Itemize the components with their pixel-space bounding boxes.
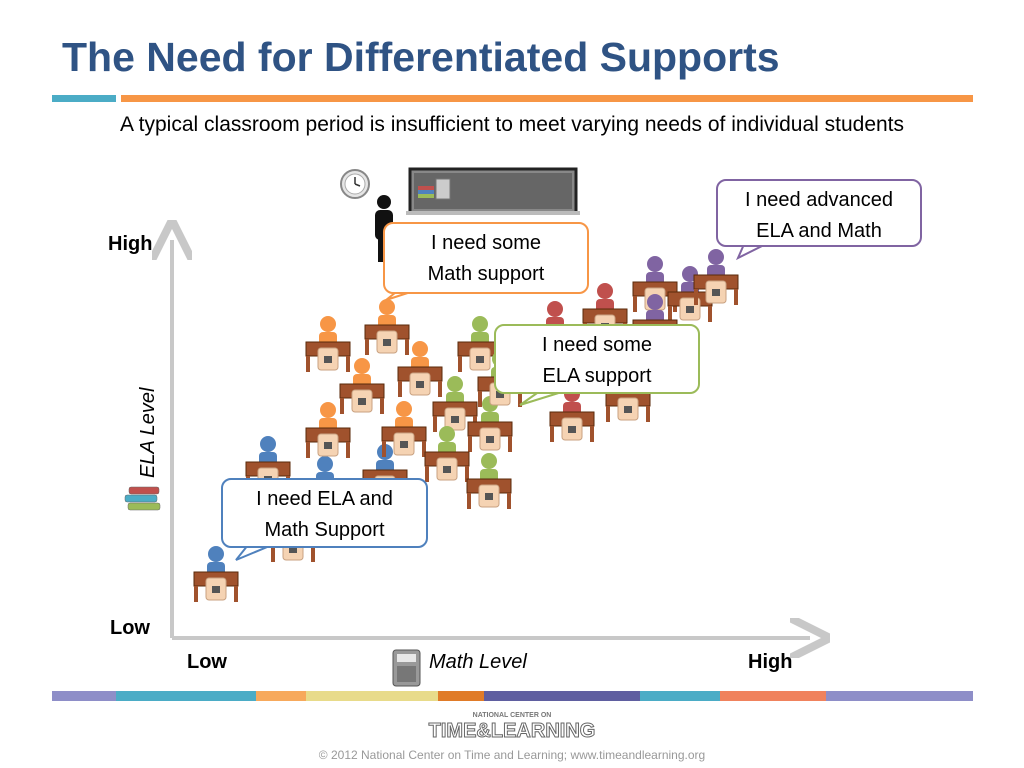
student-desk [305, 402, 351, 458]
bubble-both-line1: I need ELA and [256, 488, 393, 510]
student-desk [466, 453, 512, 509]
bottom-bar-segment [720, 691, 826, 701]
student-desk [305, 316, 351, 372]
student-desk [667, 266, 713, 322]
bubble-advanced-line2: ELA and Math [756, 220, 882, 242]
student-desk [605, 366, 651, 422]
y-axis-title: ELA Level [137, 387, 159, 478]
bubble-ela-support: I need some ELA support [494, 324, 700, 394]
student-desk [364, 299, 410, 355]
bottom-color-bar [52, 691, 973, 701]
bottom-bar-segment [52, 691, 116, 701]
x-axis-title: Math Level [429, 651, 527, 673]
student-desk [193, 546, 239, 602]
student-desk [381, 401, 427, 457]
svg-text:TIME&LEARNING: TIME&LEARNING [429, 720, 596, 742]
bubble-math-support: I need some Math support [383, 222, 589, 294]
classroom-diagram: High Low ELA Level Low High Math Level [108, 167, 1024, 687]
ncl-logo: NATIONAL CENTER ON TIME&LEARNING [428, 712, 596, 743]
y-axis-low-label: Low [110, 617, 150, 639]
books-icon [124, 486, 161, 511]
bubble-both-support: I need ELA and Math Support [221, 478, 428, 548]
title-rule [121, 95, 973, 102]
svg-text:NATIONAL CENTER ON: NATIONAL CENTER ON [473, 712, 552, 719]
bottom-bar-segment [438, 691, 484, 701]
student-desk [693, 249, 739, 305]
student-desk [339, 358, 385, 414]
bubble-ela-line1: I need some [541, 334, 653, 356]
bottom-bar-segment [306, 691, 438, 701]
bottom-bar-segment [116, 691, 256, 701]
bubble-math-line1: I need some [430, 232, 542, 254]
copyright: © 2012 National Center on Time and Learn… [318, 748, 706, 762]
clock-icon [340, 169, 370, 199]
bubble-advanced: I need advanced ELA and Math [716, 179, 922, 247]
x-axis-high-label: High [748, 651, 792, 673]
x-axis-low-label: Low [187, 651, 227, 673]
bubble-math-line2: Math support [427, 263, 545, 285]
bottom-bar-segment [826, 691, 973, 701]
bubble-advanced-line1: I need advanced [745, 189, 893, 211]
page-title: The Need for Differentiated Supports [62, 34, 780, 80]
bottom-bar-segment [640, 691, 720, 701]
subtitle: A typical classroom period is insufficie… [119, 113, 905, 136]
chalkboard-icon [406, 167, 580, 215]
title-rule-accent [52, 95, 116, 102]
bubble-both-line2: Math Support [264, 519, 385, 541]
calculator-icon [392, 649, 421, 687]
bottom-bar-segment [256, 691, 306, 701]
students-group [193, 249, 739, 602]
bubble-ela-line2: ELA support [542, 365, 652, 387]
bottom-bar-segment [484, 691, 640, 701]
y-axis-high-label: High [108, 233, 152, 255]
student-desk [424, 426, 470, 482]
student-desk [397, 341, 443, 397]
